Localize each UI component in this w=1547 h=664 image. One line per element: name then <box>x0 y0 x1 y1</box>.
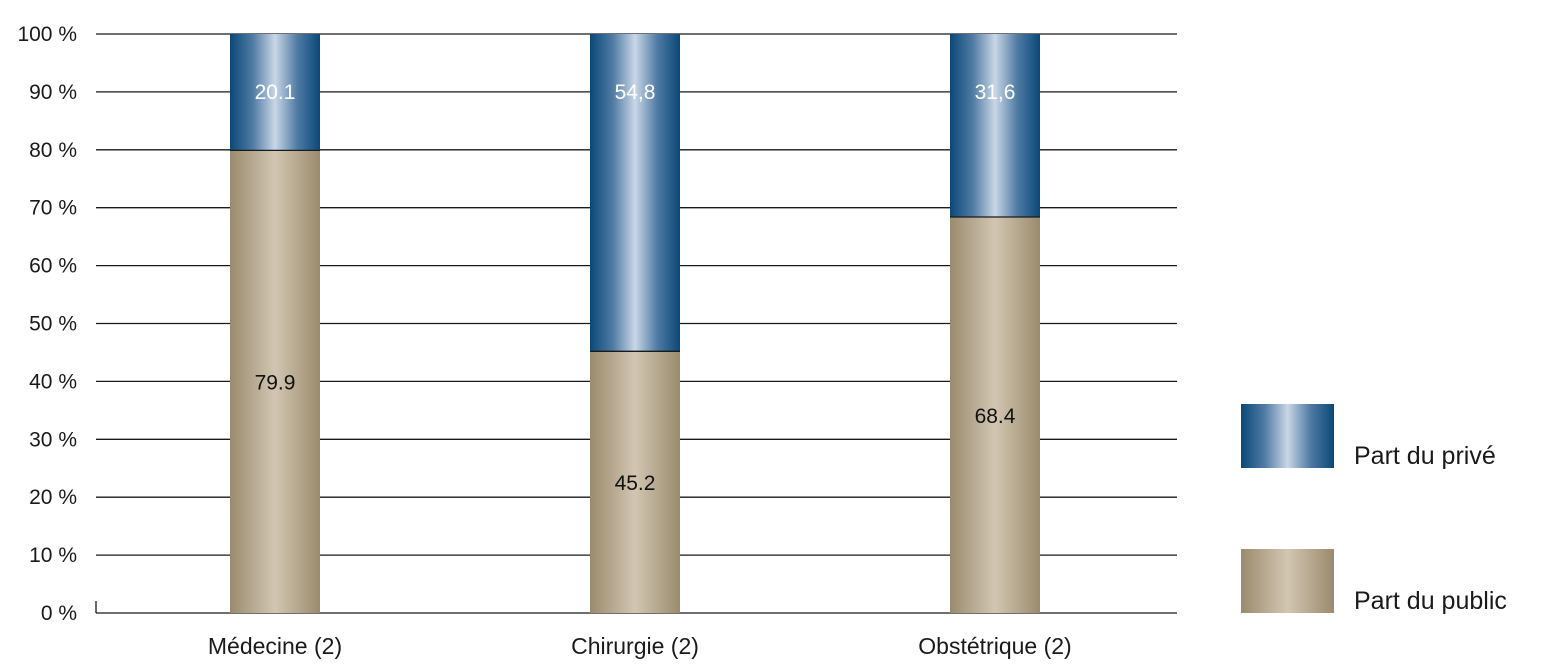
bar-private <box>590 34 680 352</box>
y-axis: 0 % 10 % 20 % 30 % 40 % 50 % 60 % 70 % 80 % 90 % 1… <box>17 23 97 625</box>
legend: Part du privé Part du public <box>1241 404 1507 615</box>
data-label-private: 20.1 <box>255 81 296 104</box>
x-tick-label: Obstétrique (2) <box>918 633 1071 659</box>
y-tick-label: 80 % <box>29 139 77 162</box>
y-tick-label: 70 % <box>29 197 77 220</box>
x-tick-label: Médecine (2) <box>208 633 342 659</box>
bars: 79.9 20.1 45.2 54,8 68.4 31,6 <box>230 34 1040 614</box>
y-tick-label: 40 % <box>29 370 77 393</box>
y-tick-label: 10 % <box>29 544 77 567</box>
y-tick-label: 20 % <box>29 486 77 509</box>
legend-swatch-public <box>1241 549 1334 613</box>
y-tick-label: 60 % <box>29 255 77 278</box>
bar-private <box>230 34 320 151</box>
data-label-private: 54,8 <box>615 81 656 104</box>
y-tick-label: 90 % <box>29 81 77 104</box>
data-label-public: 79.9 <box>255 372 296 395</box>
y-tick-label: 100 % <box>17 23 77 46</box>
data-label-private: 31,6 <box>975 81 1016 104</box>
y-tick-label: 30 % <box>29 428 77 451</box>
x-tick-label: Chirurgie (2) <box>571 633 699 659</box>
bar-public <box>590 351 680 613</box>
data-label-public: 45.2 <box>615 472 656 495</box>
data-label-public: 68.4 <box>975 405 1016 428</box>
x-axis: Médecine (2) Chirurgie (2) Obstétrique (2) <box>208 633 1072 659</box>
legend-label: Part du privé <box>1354 442 1496 470</box>
y-tick-label: 50 % <box>29 313 77 336</box>
bar-public <box>230 150 320 613</box>
legend-label: Part du public <box>1354 587 1507 615</box>
bar-public <box>950 216 1040 614</box>
y-tick-label: 0 % <box>41 602 77 625</box>
legend-swatch-private <box>1241 404 1334 468</box>
bar-private <box>950 34 1040 217</box>
